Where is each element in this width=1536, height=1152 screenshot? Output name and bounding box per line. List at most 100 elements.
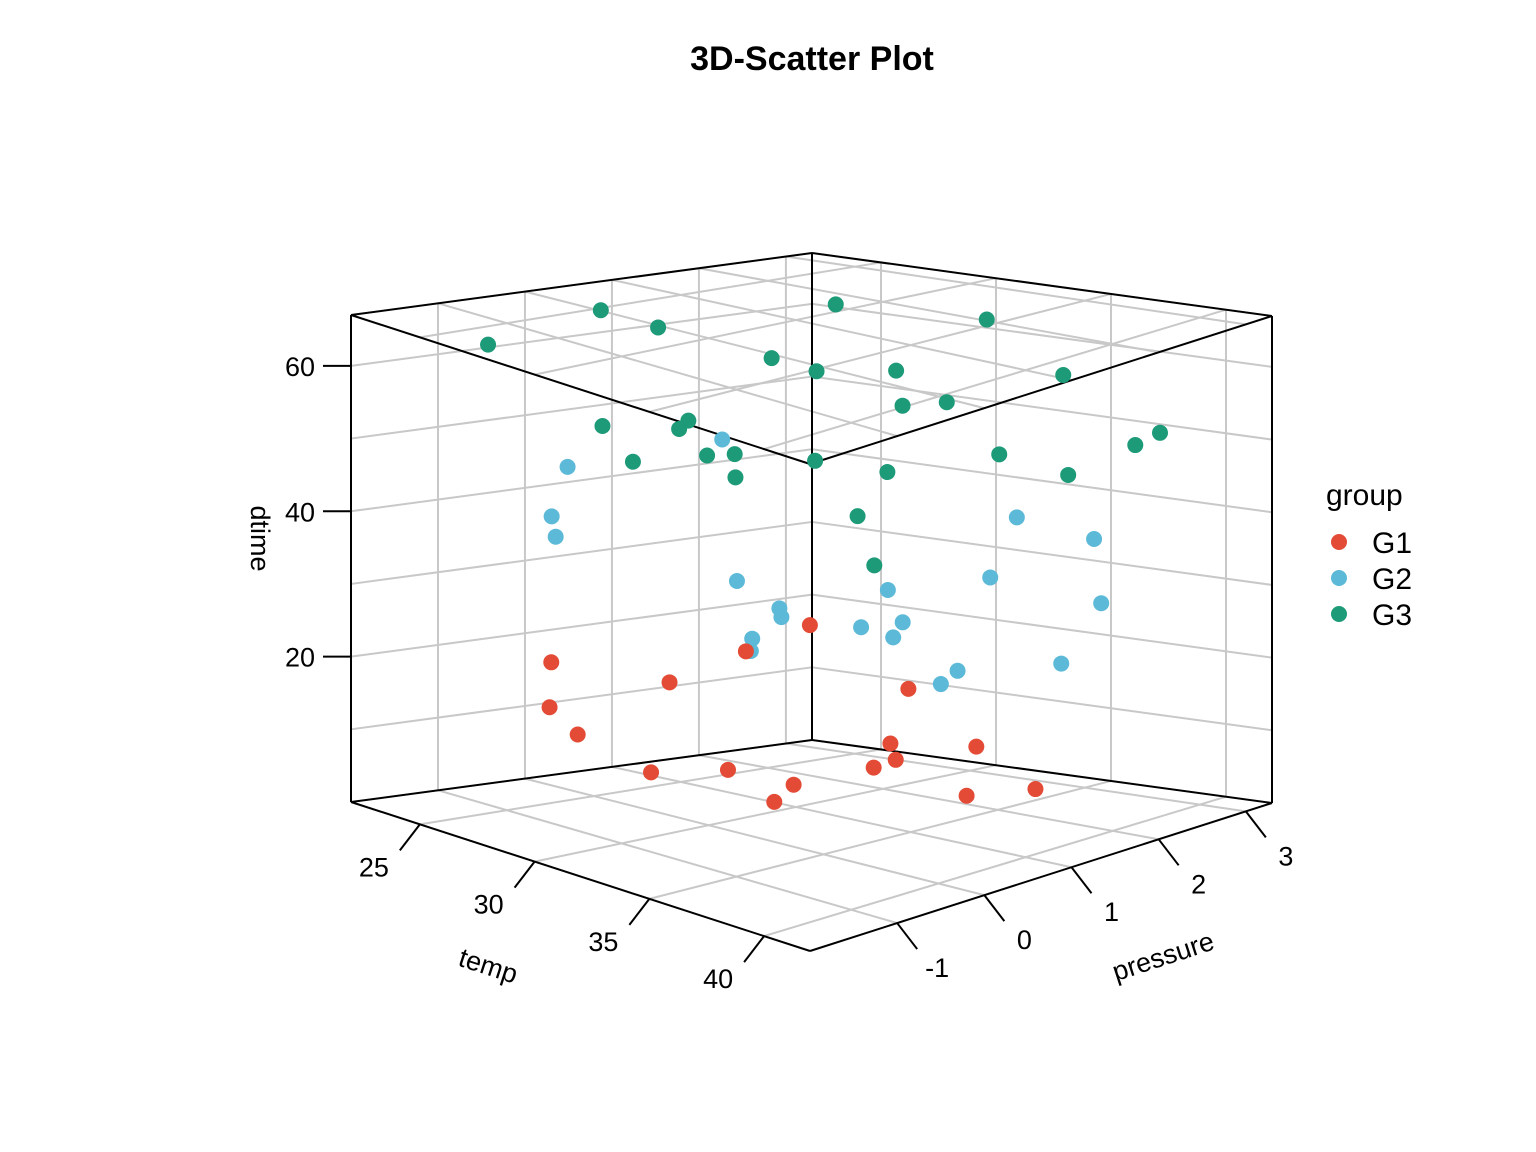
data-point-g1 bbox=[719, 761, 736, 778]
data-point-g3 bbox=[808, 363, 825, 380]
data-point-g2 bbox=[932, 676, 949, 693]
data-point-g3 bbox=[1152, 424, 1169, 441]
data-point-g3 bbox=[727, 469, 744, 486]
x-tick-label: 40 bbox=[703, 964, 733, 994]
data-point-g2 bbox=[885, 629, 902, 646]
wall-grid-z bbox=[811, 593, 1273, 659]
data-point-g2 bbox=[771, 600, 788, 617]
data-point-g3 bbox=[680, 412, 697, 429]
y-axis-label: pressure bbox=[1109, 926, 1218, 987]
z-tick-label: 20 bbox=[285, 643, 315, 673]
data-point-g1 bbox=[900, 680, 917, 697]
x-tick-mark bbox=[399, 823, 421, 851]
top-grid-y bbox=[437, 302, 898, 438]
floor-grid-x bbox=[649, 779, 1112, 900]
y-tick-mark bbox=[1157, 838, 1180, 866]
wall-grid-z bbox=[350, 375, 813, 440]
data-point-g1 bbox=[541, 699, 558, 716]
data-point-g1 bbox=[543, 654, 560, 671]
data-point-g3 bbox=[978, 311, 995, 328]
legend-title: group bbox=[1326, 479, 1403, 512]
y-tick-mark bbox=[1070, 866, 1093, 894]
z-axis-label: dtime bbox=[245, 505, 275, 571]
axis-ticks: 25 30 35 40 -1 0 1 2 3 20 40 60 bbox=[285, 352, 1293, 994]
z-tick-label: 40 bbox=[285, 497, 315, 527]
y-tick-mark bbox=[896, 922, 918, 950]
x-tick-mark bbox=[513, 860, 536, 889]
top-grid-x bbox=[763, 308, 1227, 451]
floor-grid-y bbox=[611, 765, 1072, 869]
data-point-g1 bbox=[1027, 781, 1044, 798]
data-point-g3 bbox=[763, 350, 780, 367]
data-point-g3 bbox=[1060, 466, 1077, 483]
data-point-g3 bbox=[866, 557, 883, 574]
frame-edge bbox=[350, 252, 813, 316]
data-point-g3 bbox=[592, 302, 609, 319]
data-point-g3 bbox=[827, 296, 844, 313]
wall-grid-z bbox=[350, 302, 813, 367]
x-axis-label: temp bbox=[455, 942, 521, 989]
floor-grid-y bbox=[437, 789, 898, 925]
data-point-g1 bbox=[887, 751, 904, 768]
data-point-g3 bbox=[1055, 366, 1072, 383]
data-point-g2 bbox=[1086, 531, 1103, 548]
data-point-g3 bbox=[594, 417, 611, 434]
floor-grid-y bbox=[785, 742, 1246, 813]
legend-label-g3: G3 bbox=[1372, 599, 1412, 632]
top-grid-y bbox=[611, 278, 1072, 382]
data-point-g1 bbox=[661, 674, 678, 691]
grid-lines bbox=[350, 255, 1273, 938]
data-point-g2 bbox=[982, 569, 999, 586]
data-point-g3 bbox=[938, 394, 955, 411]
data-point-g2 bbox=[1053, 655, 1070, 672]
data-point-g1 bbox=[865, 759, 882, 776]
data-point-g1 bbox=[569, 726, 586, 743]
data-point-g2 bbox=[547, 528, 564, 545]
y-tick-mark bbox=[983, 894, 1006, 922]
top-grid-x bbox=[419, 261, 882, 339]
x-tick-label: 30 bbox=[474, 890, 504, 920]
frame-edge bbox=[809, 802, 1273, 952]
data-point-g3 bbox=[726, 446, 743, 463]
legend-marker-g1 bbox=[1331, 534, 1347, 550]
legend-marker-g2 bbox=[1331, 570, 1347, 586]
wall-grid-z bbox=[811, 666, 1273, 732]
data-point-g2 bbox=[1008, 509, 1025, 526]
data-point-g1 bbox=[785, 776, 802, 793]
wall-grid-z bbox=[811, 302, 1273, 368]
data-point-g2 bbox=[543, 508, 560, 525]
legend-label-g1: G1 bbox=[1372, 527, 1412, 560]
wall-grid-z bbox=[350, 520, 813, 585]
data-point-g2 bbox=[949, 662, 966, 679]
top-grid-y bbox=[698, 267, 1159, 354]
floor-grid-x bbox=[534, 764, 997, 863]
frame-edge bbox=[811, 252, 1273, 317]
data-point-g2 bbox=[853, 619, 870, 636]
frame-edge bbox=[809, 315, 1273, 465]
x-tick-mark bbox=[628, 898, 651, 926]
data-point-g2 bbox=[728, 572, 745, 589]
y-tick-mark bbox=[1245, 810, 1267, 838]
top-grid-y bbox=[785, 255, 1246, 326]
box-frame bbox=[350, 252, 1273, 952]
data-point-g3 bbox=[894, 397, 911, 414]
data-point-g3 bbox=[650, 319, 667, 336]
data-point-g1 bbox=[882, 735, 899, 752]
x-tick-label: 35 bbox=[588, 927, 618, 957]
data-point-g3 bbox=[849, 508, 866, 525]
data-point-g3 bbox=[480, 336, 497, 353]
top-grid-x bbox=[534, 277, 997, 376]
data-point-g2 bbox=[714, 431, 731, 448]
data-point-g3 bbox=[888, 362, 905, 379]
data-point-g2 bbox=[894, 614, 911, 631]
wall-grid-z bbox=[811, 375, 1273, 441]
frame-edge bbox=[350, 314, 811, 465]
chart-title: 3D-Scatter Plot bbox=[690, 40, 934, 78]
floor-grid-x bbox=[419, 748, 882, 826]
data-points bbox=[480, 296, 1169, 810]
y-tick-label: 1 bbox=[1104, 897, 1119, 927]
data-point-g2 bbox=[879, 582, 896, 599]
y-tick-label: 0 bbox=[1017, 925, 1032, 955]
data-point-g1 bbox=[958, 787, 975, 804]
floor-grid-y bbox=[524, 777, 985, 897]
